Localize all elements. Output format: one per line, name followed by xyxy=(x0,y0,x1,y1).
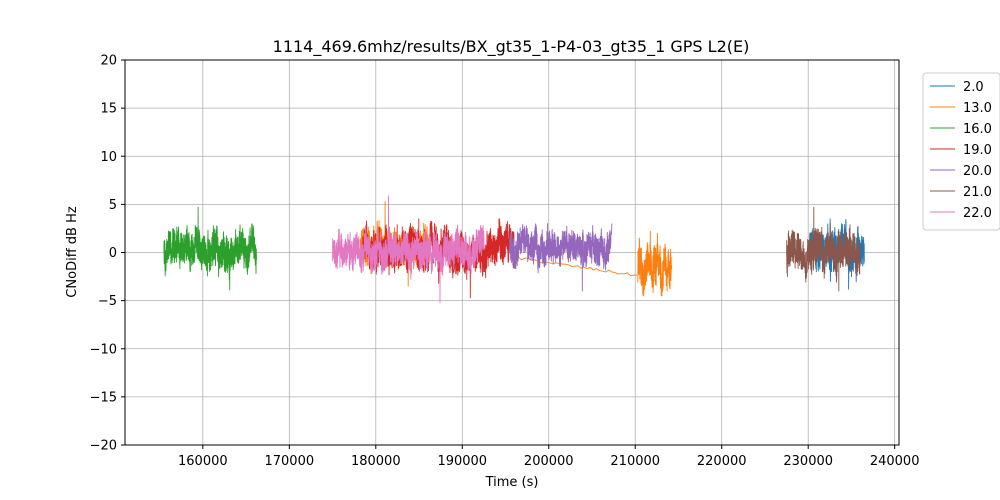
legend-label: 22.0 xyxy=(963,206,992,221)
y-tick-label: 0 xyxy=(109,246,117,261)
x-tick-label: 210000 xyxy=(610,454,660,469)
series-20.0 xyxy=(509,223,613,292)
plot-series xyxy=(163,195,865,304)
legend-label: 16.0 xyxy=(963,122,992,137)
legend-label: 2.0 xyxy=(963,80,984,95)
y-tick-label: −15 xyxy=(90,390,117,405)
legend-label: 13.0 xyxy=(963,101,992,116)
legend: 2.0 13.0 16.0 19.0 20.0 21.0 22.0 xyxy=(922,72,1000,231)
x-tick-label: 160000 xyxy=(178,454,228,469)
x-axis-ticks: 160000 170000 180000 190000 200000 210000 2200… xyxy=(178,445,919,469)
x-tick-label: 200000 xyxy=(524,454,574,469)
series-line xyxy=(332,195,485,304)
series-21.0 xyxy=(786,206,861,292)
y-tick-label: 10 xyxy=(100,150,117,165)
y-tick-label: −20 xyxy=(90,439,117,454)
x-tick-label: 240000 xyxy=(870,454,920,469)
legend-label: 19.0 xyxy=(963,143,992,158)
x-tick-label: 170000 xyxy=(264,454,314,469)
series-line xyxy=(509,223,613,292)
y-tick-label: 15 xyxy=(100,102,117,117)
x-tick-label: 190000 xyxy=(437,454,487,469)
legend-label: 21.0 xyxy=(963,185,992,200)
y-axis-label: CNoDiff dB Hz xyxy=(65,206,80,298)
y-tick-label: −5 xyxy=(98,294,117,309)
y-axis-ticks: −20 −15 −10 −5 0 5 10 15 20 xyxy=(90,54,125,454)
series-line xyxy=(786,206,861,292)
series-line xyxy=(637,230,673,297)
series-16.0 xyxy=(163,206,257,291)
y-tick-label: 20 xyxy=(100,54,117,69)
series-line xyxy=(163,206,257,291)
x-axis-label: Time (s) xyxy=(485,475,539,490)
y-tick-label: −10 xyxy=(90,342,117,357)
y-tick-label: 5 xyxy=(109,198,117,213)
legend-label: 20.0 xyxy=(963,164,992,179)
x-tick-label: 180000 xyxy=(351,454,401,469)
x-tick-label: 230000 xyxy=(783,454,833,469)
series-22.0 xyxy=(332,195,485,304)
chart-title: 1114_469.6mhz/results/BX_gt35_1-P4-03_gt… xyxy=(273,37,750,57)
x-tick-label: 220000 xyxy=(697,454,747,469)
